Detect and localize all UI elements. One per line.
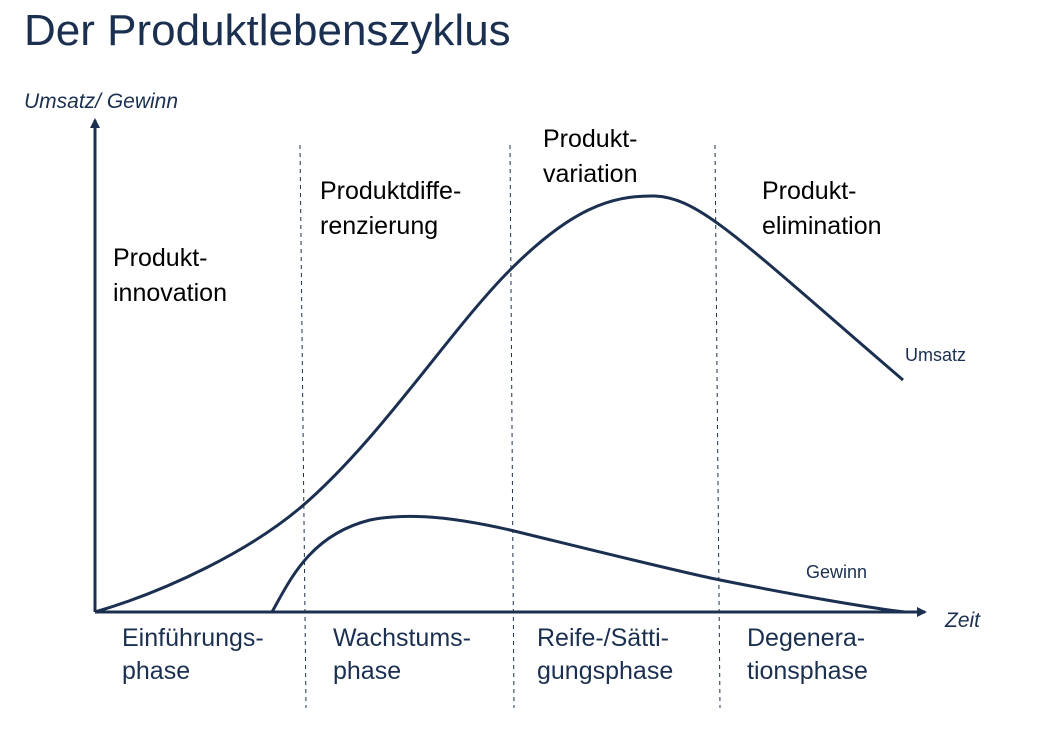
phase-name: Wachstums- xyxy=(333,624,471,652)
umsatz-curve xyxy=(94,194,904,614)
strategy: renzierung xyxy=(320,212,438,240)
curve-label: Gewinn xyxy=(806,562,867,582)
phase-names: Einführungs- phase Wachstums- phase Reif… xyxy=(122,624,868,685)
divider xyxy=(714,144,721,709)
phase-name: gungsphase xyxy=(537,657,673,685)
phase-name: Reife-/Sätti- xyxy=(537,624,669,652)
strategy: elimination xyxy=(762,212,882,240)
divider xyxy=(299,144,307,709)
strategy: Produkt- xyxy=(543,125,637,153)
divider xyxy=(509,144,515,709)
phase-name: phase xyxy=(333,657,401,685)
y-axis-label: Umsatz/ Gewinn xyxy=(24,90,178,113)
strategies: Produkt- innovation Produktdiffe- renzie… xyxy=(113,125,882,307)
phase-name: phase xyxy=(122,657,190,685)
strategy: innovation xyxy=(113,279,227,307)
phase-dividers xyxy=(299,144,721,709)
strategy: Produkt- xyxy=(113,244,207,272)
strategy: variation xyxy=(543,160,638,188)
phase-name: tionsphase xyxy=(747,657,868,685)
phase-name: Einführungs- xyxy=(122,624,264,652)
title: Der Produktlebenszyklus xyxy=(24,6,511,55)
strategy: Produkt- xyxy=(762,177,856,205)
x-axis-label: Zeit xyxy=(944,609,981,632)
gewinn-curve xyxy=(270,514,906,614)
curve-label: Umsatz xyxy=(905,345,966,365)
strategy: Produktdiffe- xyxy=(320,177,461,205)
phase-name: Degenera- xyxy=(747,624,865,652)
